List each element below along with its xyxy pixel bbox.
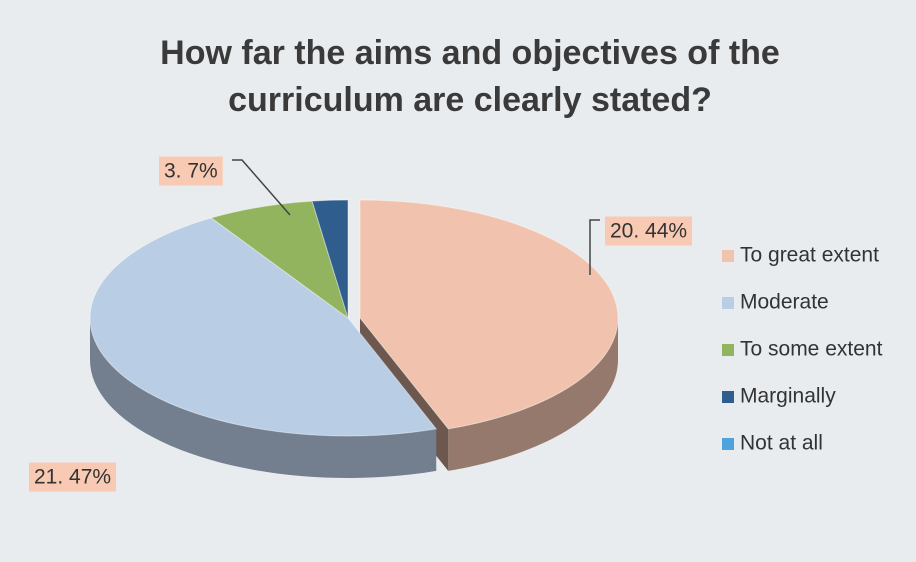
data-label: 21. 47%	[34, 466, 111, 489]
chart-title: How far the aims and objectives of the c…	[160, 34, 780, 119]
slice-side	[90, 318, 437, 478]
legend-label: To some extent	[740, 338, 883, 361]
legend-swatch	[722, 250, 734, 262]
slice	[359, 199, 619, 430]
slice	[210, 200, 349, 320]
legend-swatch	[722, 438, 734, 450]
slice	[311, 199, 349, 319]
legend-label: Moderate	[740, 291, 829, 314]
data-label: 3. 7%	[164, 160, 218, 183]
leader-line	[232, 159, 291, 216]
slice	[89, 217, 438, 437]
data-label-box	[29, 462, 117, 492]
data-label-box	[159, 156, 223, 186]
data-label-box	[605, 216, 693, 246]
legend-swatch	[722, 297, 734, 309]
data-label: 20. 44%	[610, 220, 687, 243]
legend-swatch	[722, 391, 734, 403]
legend-label: To great extent	[740, 244, 879, 267]
slice-side	[448, 318, 618, 471]
legend-label: Not at all	[740, 432, 823, 455]
leader-line	[589, 219, 600, 275]
legend-label: Marginally	[740, 385, 836, 408]
legend-swatch	[722, 344, 734, 356]
